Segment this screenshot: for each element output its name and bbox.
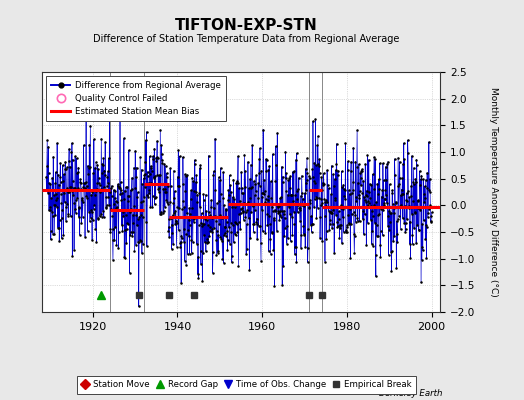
Text: TIFTON-EXP-STN: TIFTON-EXP-STN xyxy=(175,18,318,33)
Legend: Difference from Regional Average, Quality Control Failed, Estimated Station Mean: Difference from Regional Average, Qualit… xyxy=(46,76,226,121)
Text: Difference of Station Temperature Data from Regional Average: Difference of Station Temperature Data f… xyxy=(93,34,399,44)
Legend: Station Move, Record Gap, Time of Obs. Change, Empirical Break: Station Move, Record Gap, Time of Obs. C… xyxy=(77,376,416,394)
Y-axis label: Monthly Temperature Anomaly Difference (°C): Monthly Temperature Anomaly Difference (… xyxy=(489,87,498,297)
Text: Berkeley Earth: Berkeley Earth xyxy=(379,389,443,398)
